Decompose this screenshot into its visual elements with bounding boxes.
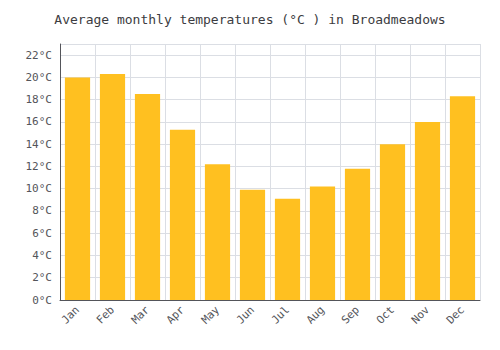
svg-text:Feb: Feb	[94, 303, 117, 326]
svg-text:6°C: 6°C	[32, 227, 52, 240]
svg-text:4°C: 4°C	[32, 249, 52, 262]
svg-text:18°C: 18°C	[26, 93, 53, 106]
svg-text:Jun: Jun	[234, 303, 257, 326]
svg-text:Jan: Jan	[59, 303, 82, 326]
svg-text:22°C: 22°C	[26, 49, 53, 62]
svg-text:Dec: Dec	[444, 303, 467, 326]
svg-text:12°C: 12°C	[26, 160, 53, 173]
svg-text:16°C: 16°C	[26, 115, 53, 128]
svg-text:2°C: 2°C	[32, 271, 52, 284]
svg-text:Mar: Mar	[129, 303, 152, 326]
svg-text:0°C: 0°C	[32, 294, 52, 307]
svg-text:Sep: Sep	[339, 303, 362, 326]
svg-text:Nov: Nov	[409, 303, 432, 326]
svg-text:Aug: Aug	[304, 303, 327, 326]
svg-text:20°C: 20°C	[26, 71, 53, 84]
svg-text:May: May	[199, 303, 222, 326]
svg-text:Jul: Jul	[269, 303, 292, 326]
svg-text:14°C: 14°C	[26, 138, 53, 151]
svg-text:Oct: Oct	[374, 303, 397, 326]
svg-text:8°C: 8°C	[32, 204, 52, 217]
svg-text:Apr: Apr	[164, 303, 187, 326]
svg-text:10°C: 10°C	[26, 182, 53, 195]
svg-text:Average monthly temperatures (: Average monthly temperatures (°C ) in Br…	[54, 12, 445, 27]
